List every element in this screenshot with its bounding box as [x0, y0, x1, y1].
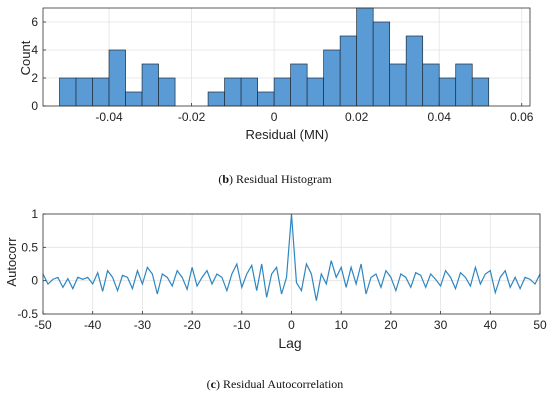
histogram-bar — [372, 21, 391, 107]
autocorrelation-y-tick-label: -0.5 — [17, 307, 38, 321]
histogram-y-axis-label: Count — [18, 40, 33, 75]
histogram-caption-letter: b — [222, 172, 230, 186]
histogram-x-tick-label: -0.02 — [178, 110, 206, 124]
histogram-bar — [59, 77, 77, 107]
histogram-bar — [455, 63, 473, 107]
autocorrelation-y-ticks: -0.5 0 0.5 1 — [17, 207, 46, 321]
histogram-bar — [207, 91, 225, 107]
histogram-bar — [240, 77, 258, 107]
autocorrelation-y-axis-label: Autocorr — [4, 237, 19, 287]
autocorrelation-x-tick-label: 10 — [335, 318, 349, 332]
autocorrelation-y-tick-label: 1 — [31, 207, 38, 221]
histogram-x-tick-label: 0.04 — [428, 110, 452, 124]
autocorrelation-x-tick-label: -30 — [134, 318, 152, 332]
histogram-bar — [323, 49, 341, 107]
histogram-x-tick-label: -0.04 — [95, 110, 123, 124]
histogram-axes-frame — [42, 7, 531, 107]
autocorrelation-x-axis-label: Lag — [278, 335, 301, 351]
autocorrelation-y-tick-label: 0 — [31, 274, 38, 288]
histogram-caption-text: Residual Histogram — [236, 172, 332, 186]
histogram-x-ticks: -0.04 -0.02 0 0.02 0.04 0.06 — [95, 103, 534, 124]
histogram-bar — [306, 77, 324, 107]
histogram-caption: (b) Residual Histogram — [218, 172, 332, 186]
autocorrelation-x-tick-label: -20 — [183, 318, 201, 332]
histogram-bars — [59, 7, 490, 107]
histogram-bar — [273, 77, 291, 107]
histogram-bar — [141, 63, 159, 107]
histogram-bar — [405, 35, 424, 107]
autocorrelation-caption: (c) Residual Autocorrelation — [206, 377, 344, 391]
autocorrelation-x-tick-label: -10 — [233, 318, 251, 332]
histogram-bar — [75, 77, 93, 107]
autocorrelation-caption-text: Residual Autocorrelation — [223, 377, 344, 391]
histogram-y-ticks: 0 2 4 6 — [31, 15, 46, 113]
autocorrelation-caption-letter: c — [210, 377, 216, 391]
autocorrelation-x-tick-label: 50 — [533, 318, 547, 332]
histogram-bar — [356, 7, 374, 107]
histogram-bar — [158, 77, 176, 107]
histogram-bar — [438, 77, 457, 107]
histogram-bar — [339, 35, 358, 107]
histogram-bar — [290, 63, 308, 107]
histogram-x-tick-label: 0.06 — [510, 110, 534, 124]
histogram-bar — [224, 77, 242, 107]
histogram-bar — [108, 49, 126, 107]
histogram-y-tick-label: 4 — [31, 43, 38, 57]
histogram-bar — [92, 77, 110, 107]
autocorrelation-x-tick-label: 20 — [384, 318, 398, 332]
histogram-bar — [257, 91, 275, 107]
autocorrelation-y-tick-label: 0.5 — [21, 240, 38, 254]
residual-autocorrelation-chart: -50 -40 -30 -20 -10 0 10 20 30 40 50 -0.5 0 0.5 1 Lag… — [4, 207, 547, 351]
autocorrelation-x-tick-label: -50 — [34, 318, 52, 332]
residual-histogram-chart: -0.04 -0.02 0 0.02 0.04 0.06 0 2 4 6 Residual (M… — [18, 7, 534, 142]
histogram-bar — [471, 77, 490, 107]
histogram-y-tick-label: 0 — [31, 99, 38, 113]
autocorrelation-x-tick-label: 0 — [288, 318, 295, 332]
autocorrelation-x-ticks: -50 -40 -30 -20 -10 0 10 20 30 40 50 — [34, 311, 547, 332]
histogram-x-tick-label: 0 — [271, 110, 278, 124]
autocorrelation-x-tick-label: 40 — [484, 318, 498, 332]
histogram-x-axis-label: Residual (MN) — [245, 127, 328, 142]
autocorrelation-grid — [42, 213, 541, 315]
histogram-bar — [125, 91, 143, 107]
histogram-bar — [422, 63, 440, 107]
autocorrelation-x-tick-label: 30 — [434, 318, 448, 332]
histogram-y-tick-label: 6 — [31, 15, 38, 29]
histogram-bar — [389, 63, 407, 107]
autocorrelation-x-tick-label: -40 — [84, 318, 102, 332]
histogram-y-tick-label: 2 — [31, 71, 38, 85]
histogram-x-tick-label: 0.02 — [345, 110, 369, 124]
